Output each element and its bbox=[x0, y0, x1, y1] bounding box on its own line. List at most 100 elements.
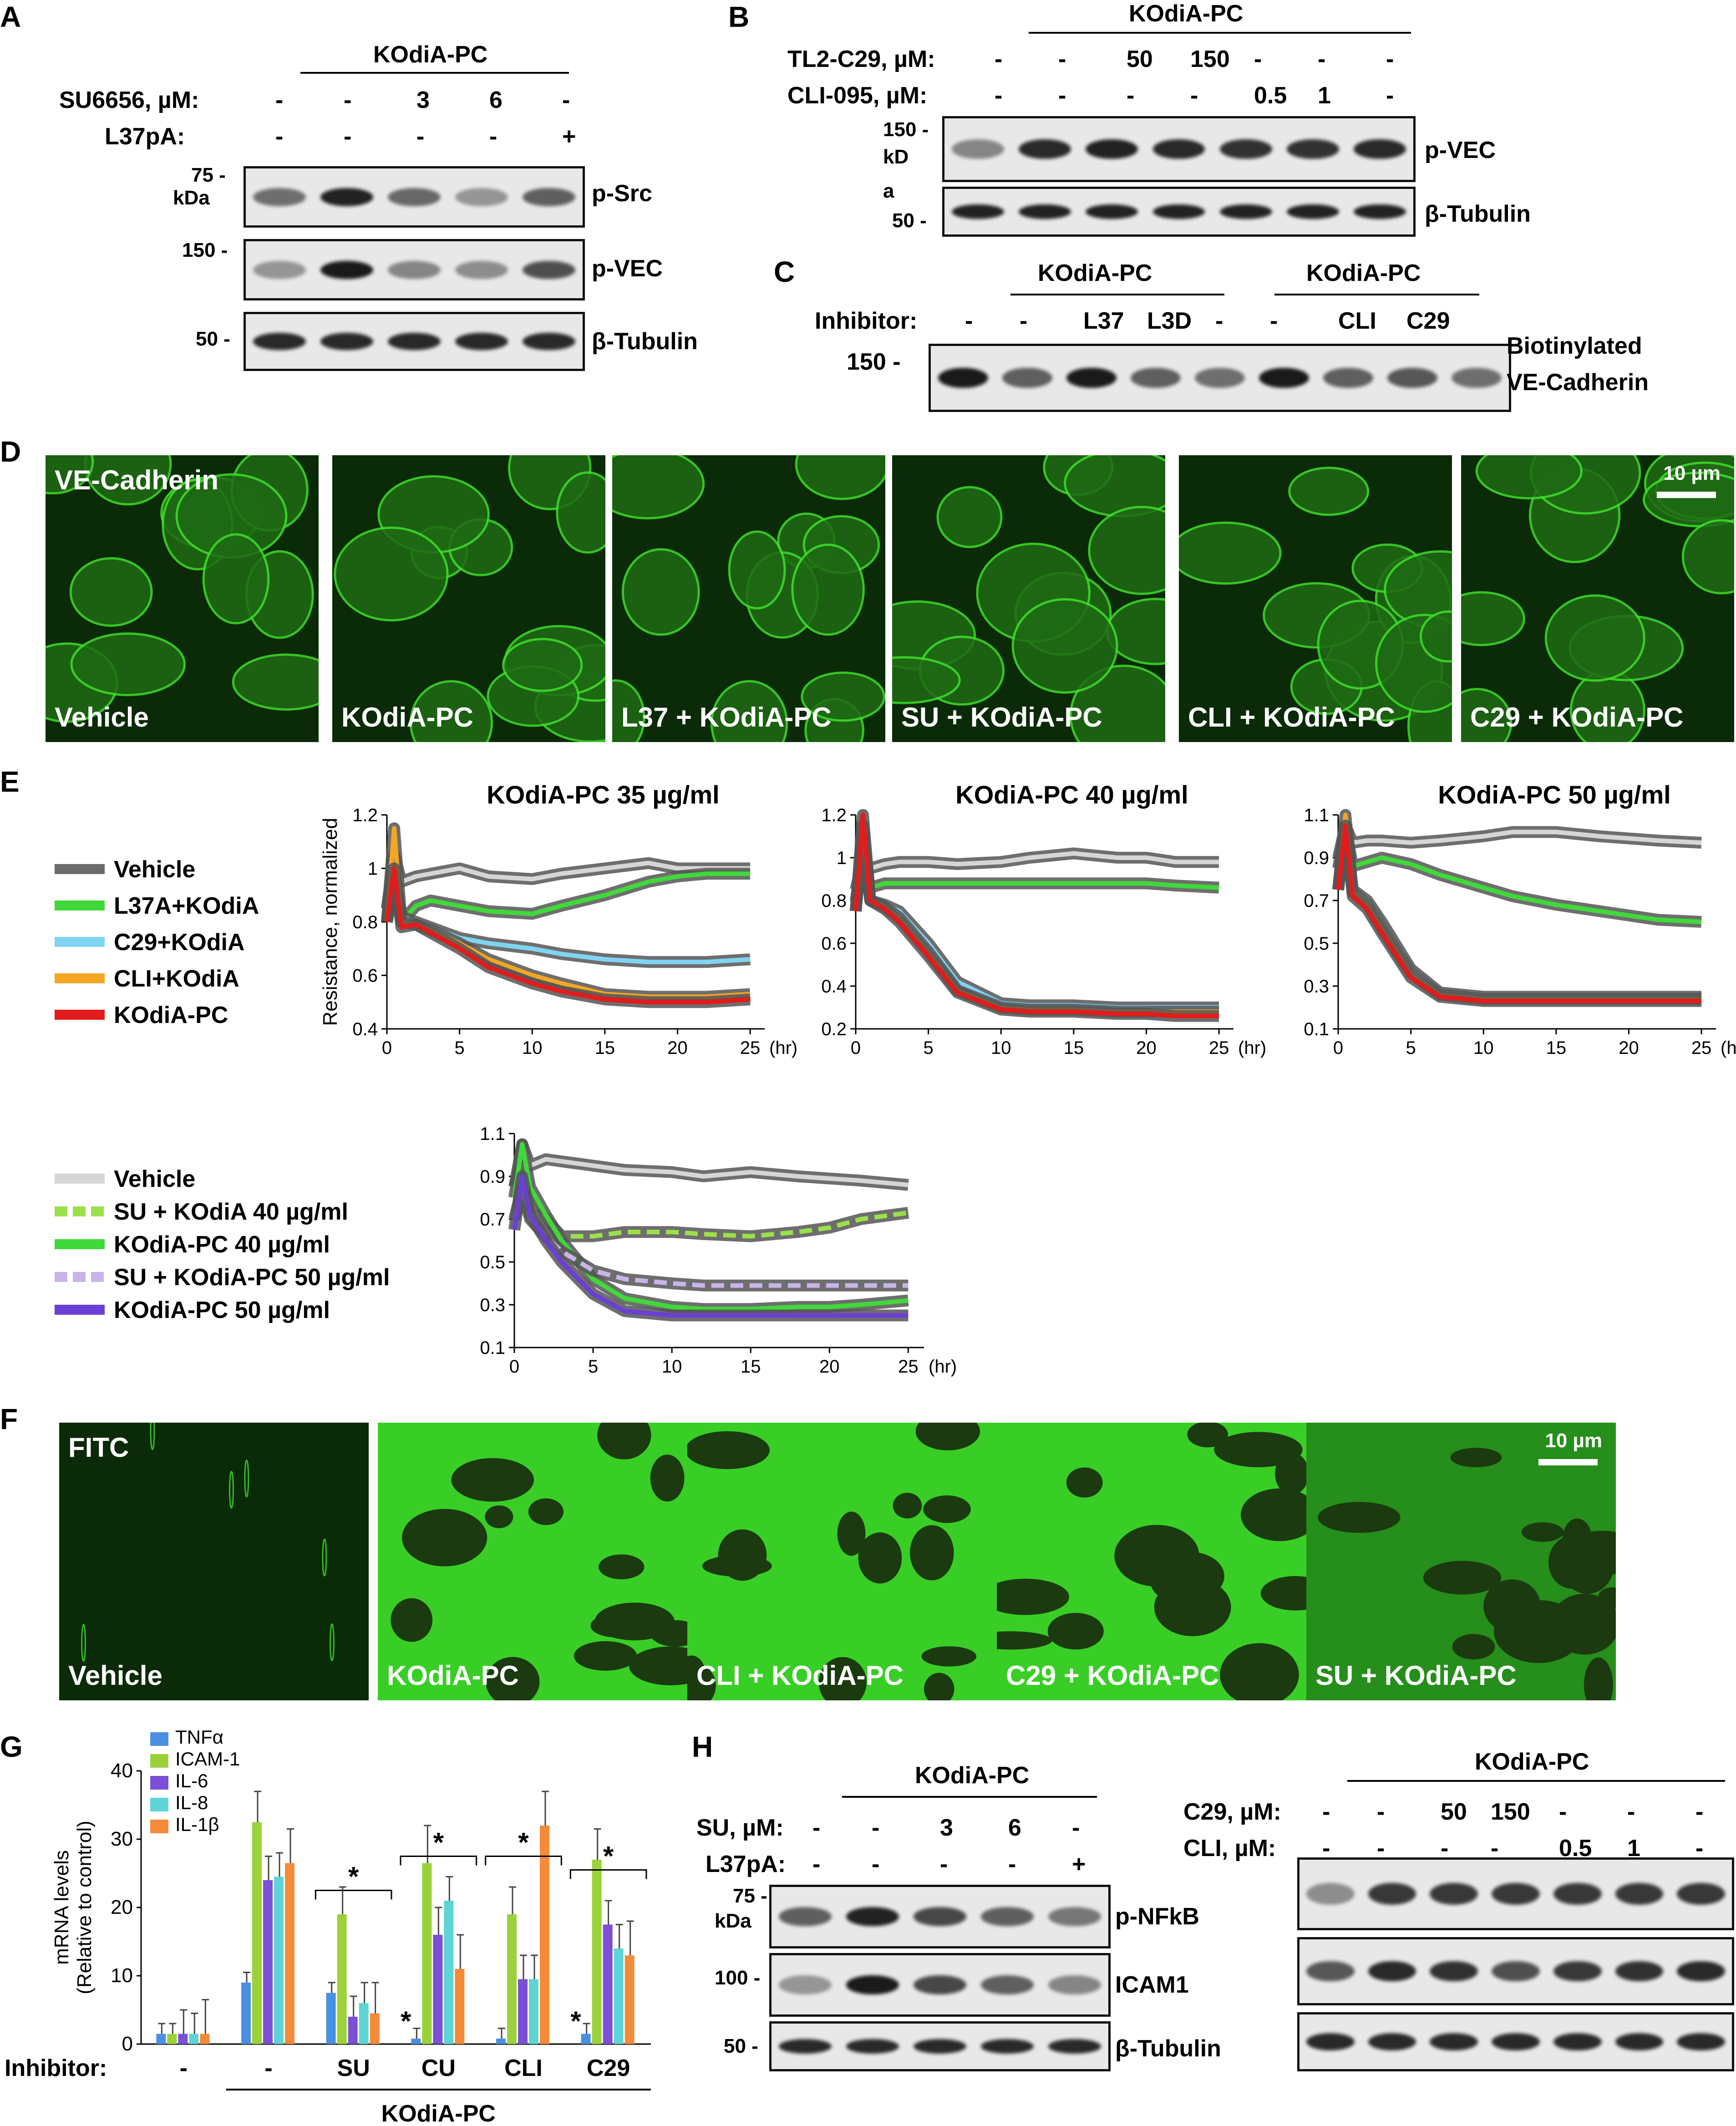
chart-0-series-3-line bbox=[385, 826, 751, 999]
fitc-caption-2: KOdiA-PC bbox=[387, 1660, 519, 1691]
chart-2-ytick-label-3: 0.7 bbox=[1304, 891, 1329, 911]
tubulin-b-band-7 bbox=[1354, 204, 1406, 219]
biotin-band-2 bbox=[1002, 367, 1052, 388]
bar-0-1 bbox=[167, 2034, 177, 2044]
vecad-image-3 bbox=[612, 455, 885, 742]
bar-legend-swatch-4 bbox=[150, 1820, 168, 1833]
bar-5-1 bbox=[592, 1860, 602, 2044]
chart-3-ytick-label-3: 0.7 bbox=[480, 1210, 505, 1230]
chart-1-title: KOdiA-PC 40 µg/ml bbox=[955, 780, 1188, 809]
p-src-band-1 bbox=[253, 188, 306, 206]
panel-h-right-r2-lane-6: 1 bbox=[1627, 1835, 1640, 1862]
chart-3-series-0-line bbox=[512, 1142, 909, 1188]
panelE-legend1-text-3: C29+KOdiA bbox=[114, 929, 245, 956]
vecad-caption-4: SU + KOdiA-PC bbox=[901, 702, 1102, 732]
chart-3-series-2-line bbox=[512, 1142, 909, 1312]
p-vec-b-band-1 bbox=[952, 139, 1004, 159]
nfkb-r-band-3 bbox=[1430, 1883, 1478, 1905]
p-src-band-4 bbox=[455, 188, 508, 206]
vecad-scale-bar bbox=[1657, 492, 1716, 498]
panel-h-right-r1-lane-5: - bbox=[1559, 1799, 1567, 1825]
panel-f-label: F bbox=[0, 1403, 18, 1435]
p-vec-b-band-6 bbox=[1286, 139, 1339, 159]
bar-3-3 bbox=[444, 1901, 454, 2044]
panel-h-group-right: KOdiA-PC bbox=[1475, 1749, 1589, 1775]
fitc-caption-3: CLI + KOdiA-PC bbox=[696, 1660, 904, 1691]
bar-5-2 bbox=[603, 1924, 613, 2044]
vecad-caption-5: CLI + KOdiA-PC bbox=[1188, 702, 1396, 732]
bar-3-2 bbox=[433, 1935, 443, 2044]
chart-0-series-3-error-band bbox=[381, 822, 751, 1003]
p-vec-a-band-2 bbox=[320, 260, 373, 279]
bar-0-4 bbox=[200, 2034, 210, 2044]
tubulin-hl-band-1 bbox=[779, 2039, 832, 2054]
tubulin-a-band-5 bbox=[523, 332, 575, 351]
chart-3-ytick-label-4: 0.9 bbox=[480, 1167, 505, 1187]
tubulin-hr-band-1 bbox=[1306, 2033, 1355, 2051]
panel-a-row-2-name: L37pA: bbox=[105, 123, 185, 150]
bar-ylabel-1: mRNA levels bbox=[51, 1850, 73, 1965]
panel-c-line-2 bbox=[1274, 294, 1479, 295]
p-src-band-2 bbox=[320, 188, 373, 206]
chart-0-xtick-label-5: 25 bbox=[740, 1038, 761, 1058]
nfkb-r-band-5 bbox=[1553, 1883, 1602, 1905]
chart-0-xtick-label-0: 0 bbox=[382, 1038, 392, 1058]
panel-h-right-r1-lane-6: - bbox=[1627, 1799, 1635, 1825]
sig-star-2: * bbox=[518, 1827, 529, 1858]
nfkb-r-band-2 bbox=[1368, 1883, 1416, 1905]
chart-3-xtick-label-4: 20 bbox=[819, 1357, 840, 1377]
chart-3-ytick-label-2: 0.5 bbox=[480, 1252, 505, 1272]
panel-c-row-name: Inhibitor: bbox=[815, 308, 918, 334]
blot-p-src-label: p-Src bbox=[592, 180, 652, 207]
p-vec-b-band-2 bbox=[1019, 139, 1071, 159]
tubulin-b-band-1 bbox=[952, 204, 1004, 219]
mw-75: 75 - bbox=[191, 164, 226, 186]
vecad-tile-3: L37 + KOdiA-PC bbox=[612, 455, 885, 742]
vecad-tile-5: CLI + KOdiA-PC bbox=[1179, 455, 1452, 742]
bar-3-1 bbox=[422, 1863, 432, 2044]
mw-150: 150 - bbox=[182, 239, 228, 261]
bar-ytick-label-0: 0 bbox=[122, 2033, 133, 2055]
panel-h-right-r1-lane-4: 150 bbox=[1491, 1799, 1530, 1825]
panel-b-r2-lane-5: 0.5 bbox=[1254, 82, 1287, 109]
chart-2-ytick-label-2: 0.5 bbox=[1304, 934, 1329, 954]
chart-3-xtick-label-2: 10 bbox=[662, 1357, 682, 1377]
blot-p-vec-b-label: p-VEC bbox=[1425, 137, 1496, 163]
chart-1-ytick-label-3: 0.8 bbox=[821, 891, 847, 911]
fitc-image-3 bbox=[687, 1423, 997, 1700]
chart-1-ytick-label-0: 0.2 bbox=[821, 1019, 847, 1039]
bar-3-4 bbox=[455, 1969, 465, 2044]
fitc-scale-label: 10 µm bbox=[1545, 1429, 1602, 1452]
chart-0-ylabel: Resistance, normalized bbox=[319, 818, 341, 1026]
panel-a-group: KOdiA-PC bbox=[373, 41, 488, 68]
vecad-tile-1: Vehicle VE-Cadherin bbox=[46, 455, 319, 742]
sig-bracket-3 bbox=[569, 1869, 647, 1879]
nfkb-r-band-7 bbox=[1677, 1883, 1726, 1905]
chart-1-ytick-label-5: 1.2 bbox=[821, 805, 847, 825]
panel-h-group-left: KOdiA-PC bbox=[915, 1762, 1030, 1789]
panel-h-right-r1-lane-7: - bbox=[1695, 1799, 1704, 1825]
biotin-band-6 bbox=[1259, 367, 1310, 388]
panel-c-line-1 bbox=[1010, 294, 1224, 295]
panel-b-r2-lane-4: - bbox=[1190, 82, 1198, 109]
panel-g-label: G bbox=[0, 1730, 23, 1763]
bar-4-4 bbox=[540, 1826, 549, 2044]
sig-star-low-1: * bbox=[570, 2006, 581, 2036]
panel-e-label: E bbox=[0, 765, 20, 798]
biotin-band-4 bbox=[1130, 367, 1181, 388]
panel-c-lane-3: L37 bbox=[1083, 308, 1124, 334]
bar-4-3 bbox=[529, 1979, 538, 2044]
tubulin-hr-band-2 bbox=[1368, 2033, 1416, 2051]
blot-biotinylated-label-2: VE-Cadherin bbox=[1507, 369, 1649, 396]
chart-1-xtick-label-0: 0 bbox=[851, 1038, 861, 1058]
bar-category-0: - bbox=[180, 2055, 188, 2081]
chart-2-series-2-error-band bbox=[1332, 819, 1702, 1003]
panel-h-left-r2-lane-4: - bbox=[1008, 1851, 1016, 1877]
panel-h-right-r2-lane-7: - bbox=[1695, 1835, 1704, 1862]
fitc-tile-3: CLI + KOdiA-PC bbox=[687, 1423, 997, 1700]
tubulin-hr-band-7 bbox=[1677, 2033, 1726, 2051]
panel-h-left-row-2: L37pA: bbox=[706, 1851, 786, 1877]
bar-legend-swatch-3 bbox=[150, 1798, 168, 1811]
bar-category-4: CLI bbox=[504, 2055, 543, 2081]
bar-4-1 bbox=[507, 1914, 517, 2044]
